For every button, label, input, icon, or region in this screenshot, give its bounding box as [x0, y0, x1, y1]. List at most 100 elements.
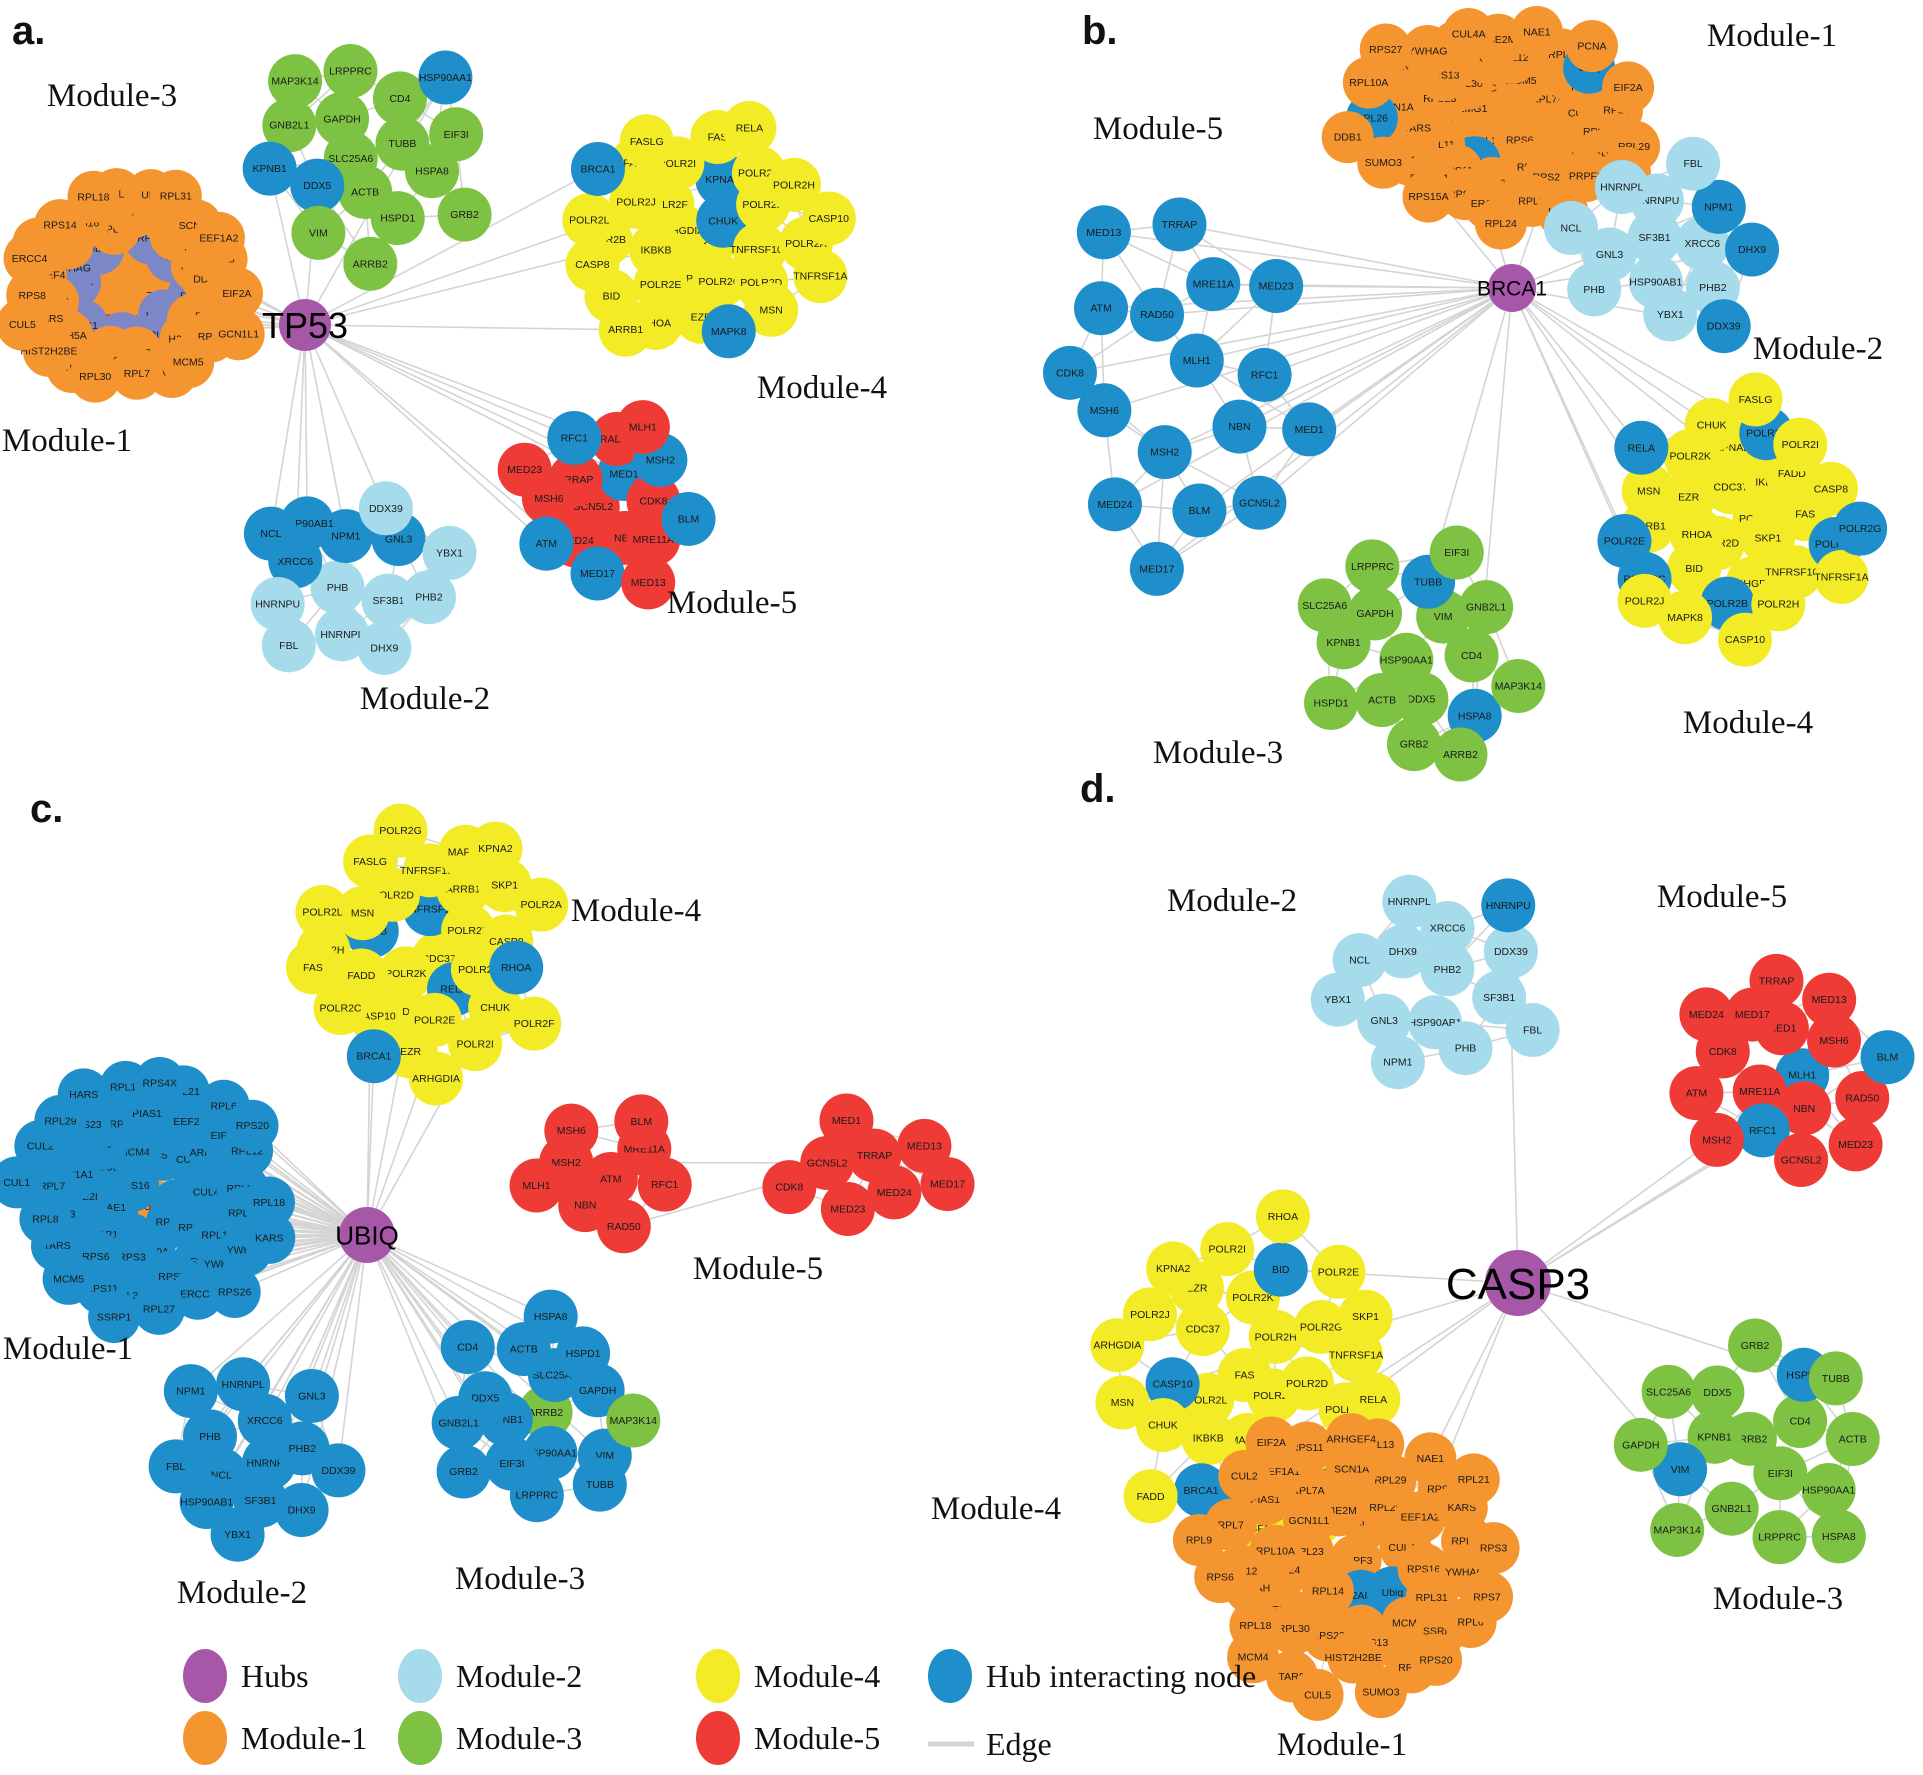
node-label: SSRP1 — [97, 1312, 132, 1324]
node: YBX1 — [422, 525, 477, 580]
module-node-circle — [1567, 262, 1622, 317]
module-node-circle — [1621, 464, 1676, 519]
hub-edge — [1069, 287, 1513, 374]
node-label: MED13 — [1086, 227, 1121, 239]
labels: a.Module-3 Module-4 Module-1 Module-2 Module… — [2, 9, 887, 717]
hub-interacting-node-circle — [1253, 1242, 1308, 1297]
module-node-circle — [1814, 549, 1869, 604]
node-label: RPL31 — [160, 190, 192, 202]
node-label: EEF1A2 — [199, 232, 238, 244]
hub-interacting-node-circle — [226, 1099, 279, 1152]
module-node-circle — [291, 205, 346, 260]
module-node-circle — [1773, 417, 1828, 472]
hub-interacting-node-circle — [1691, 179, 1746, 234]
node: DHX9 — [274, 1483, 329, 1538]
hub-interacting-node-circle — [570, 141, 625, 196]
node: POLR2I — [1200, 1222, 1255, 1277]
hub-edge — [366, 1056, 375, 1236]
node-label: RPS11 — [1291, 1442, 1324, 1454]
module-node-circle — [429, 107, 484, 162]
hub-interacting-node-circle — [311, 1443, 366, 1498]
node-label: CASP10 — [1725, 634, 1765, 646]
node: CUL1 — [0, 1156, 43, 1209]
node: ARRB2 — [343, 236, 398, 291]
module-node-circle — [1332, 933, 1387, 988]
module-node-circle — [596, 1199, 651, 1254]
node: BID — [1667, 541, 1722, 596]
node-label: DDX5 — [1703, 1387, 1731, 1399]
node-label: ARHGDIA — [412, 1073, 460, 1085]
node: RPS20 — [226, 1099, 279, 1152]
node-label: EEF1A2 — [1401, 1512, 1440, 1524]
hub-interacting-node-circle — [572, 1457, 627, 1512]
node: MED23 — [1249, 259, 1304, 314]
node-label: ARRB1 — [446, 884, 481, 896]
node: RPS15A — [1402, 170, 1455, 223]
node: MCM5 — [162, 336, 215, 389]
node-label: MLH1 — [523, 1180, 551, 1192]
hub-interacting-node-circle — [1614, 420, 1669, 475]
module-node-circle — [1123, 1469, 1178, 1524]
hub-interacting-node-circle — [509, 1468, 564, 1523]
node: BRCA1 — [1174, 1463, 1229, 1518]
node: FBL — [148, 1439, 203, 1494]
node: RELA — [722, 100, 777, 155]
node-label: MCM5 — [173, 357, 204, 369]
module-node-circle — [1459, 580, 1514, 635]
node: CD4 — [372, 71, 427, 126]
node: PHB2 — [1420, 942, 1475, 997]
node-label: NPM1 — [331, 531, 360, 543]
module-node-circle — [69, 350, 122, 403]
module-node-circle — [1401, 24, 1454, 77]
module-caption: Module-5 — [667, 585, 797, 621]
node: NBN — [1777, 1081, 1832, 1136]
node: KPNB1 — [1687, 1409, 1742, 1464]
module-node-circle — [1641, 1364, 1696, 1419]
node: MAP3K14 — [1491, 658, 1546, 713]
node-label: POLR2E — [1318, 1266, 1359, 1278]
node-label: SF3B1 — [1483, 992, 1515, 1004]
node-label: SF3B1 — [244, 1495, 276, 1507]
node: MLH1 — [509, 1158, 564, 1213]
node: LRPPRC — [1345, 539, 1400, 594]
node-label: MSH6 — [534, 493, 563, 505]
node-label: PHB2 — [1699, 282, 1727, 294]
hub-interacting-node-circle — [556, 1326, 611, 1381]
module-node-circle — [1617, 573, 1672, 628]
module-caption: Module-1 — [3, 1331, 133, 1367]
module-node-circle — [1386, 717, 1441, 772]
node-label: CHUK — [480, 1002, 510, 1014]
node-label: DDX5 — [1407, 693, 1435, 705]
node-label: GCN5L2 — [1239, 497, 1280, 509]
node-label: SKP1 — [1352, 1311, 1379, 1323]
node: POLR2G — [373, 803, 428, 858]
module-node-circle — [598, 302, 653, 357]
module-node-circle — [1420, 942, 1475, 997]
node-label: CD4 — [389, 93, 410, 105]
node: BLM — [661, 491, 716, 546]
node: CUL5 — [0, 298, 49, 351]
node-label: RAD50 — [1140, 309, 1174, 321]
node: NCL — [1332, 933, 1387, 988]
nodes: PHB2 HSP90AB1 DHX9 SF3B1 GNL3 XRCC6 PHB NCL DDX3… — [1090, 874, 1915, 1721]
module-node-circle — [448, 1017, 503, 1072]
node: ATM — [1074, 281, 1129, 336]
module-caption: Module-5 — [1657, 879, 1787, 915]
node-label: NBN — [574, 1200, 596, 1212]
node-label: HSP90AA1 — [419, 72, 472, 84]
node: MAPK8 — [1658, 590, 1713, 645]
node-label: YBX1 — [1657, 309, 1684, 321]
node: KPNA2 — [468, 821, 523, 876]
module-node-circle — [210, 267, 263, 320]
hub-edge — [366, 1234, 552, 1318]
node-label: MED13 — [1812, 994, 1847, 1006]
node-label: ATM — [536, 538, 557, 550]
node: MLH1 — [1169, 333, 1224, 388]
node: MSH6 — [544, 1103, 599, 1158]
node-label: RAD50 — [1845, 1093, 1879, 1105]
node: ACTB — [1355, 672, 1410, 727]
node-label: GRB2 — [449, 1466, 478, 1478]
node-label: POLR2E — [640, 279, 681, 291]
node-label: PIAS1 — [132, 1108, 162, 1120]
hub-edge — [264, 1234, 368, 1422]
